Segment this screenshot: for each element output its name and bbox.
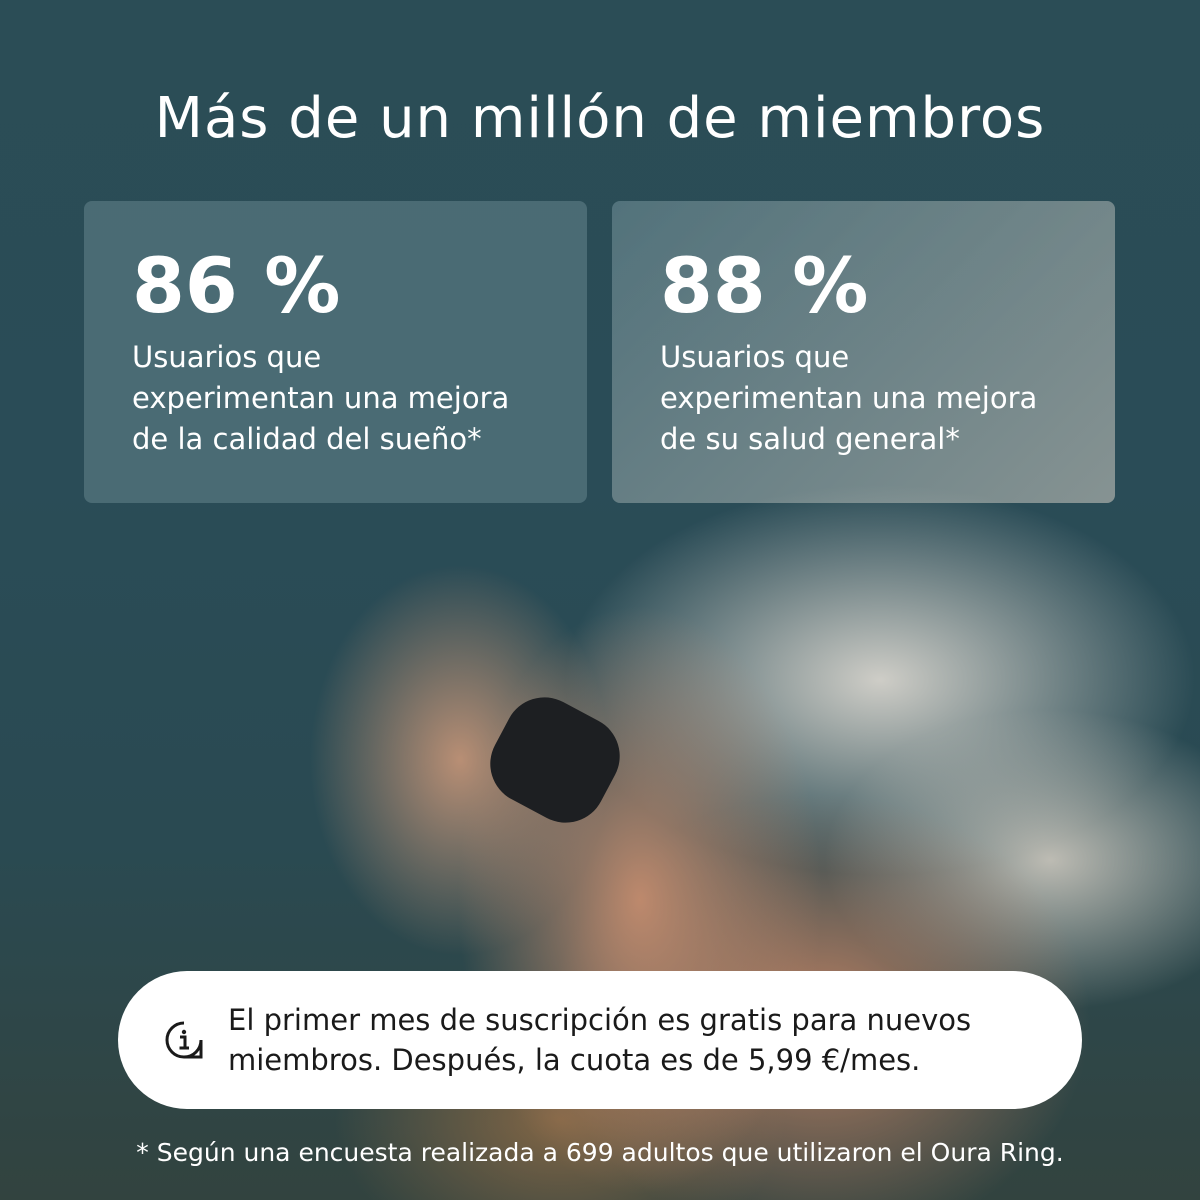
notice-line: miembros. Después, la cuota es de 5,99 €… [228,1043,921,1077]
stat-description: Usuarios que experimentan una mejora de … [132,337,572,460]
desc-line: experimentan una mejora [132,381,510,415]
desc-line: de su salud general* [660,422,960,456]
stat-description: Usuarios que experimentan una mejora de … [660,337,1100,460]
info-bubble-icon [165,1021,203,1059]
stat-value: 88 % [660,241,869,330]
footnote: * Según una encuesta realizada a 699 adu… [136,1138,1064,1167]
stat-card-health: 88 % Usuarios que experimentan una mejor… [612,201,1115,503]
oura-ring-photo [476,683,634,837]
page-title: Más de un millón de miembros [154,86,1046,151]
subscription-notice: El primer mes de suscripción es gratis p… [118,971,1082,1109]
desc-line: Usuarios que [132,340,322,374]
notice-line: El primer mes de suscripción es gratis p… [228,1003,972,1037]
notice-text: El primer mes de suscripción es gratis p… [228,1000,971,1080]
stat-value: 86 % [132,241,341,330]
stat-card-sleep: 86 % Usuarios que experimentan una mejor… [84,201,587,503]
desc-line: de la calidad del sueño* [132,422,482,456]
desc-line: experimentan una mejora [660,381,1038,415]
desc-line: Usuarios que [660,340,850,374]
